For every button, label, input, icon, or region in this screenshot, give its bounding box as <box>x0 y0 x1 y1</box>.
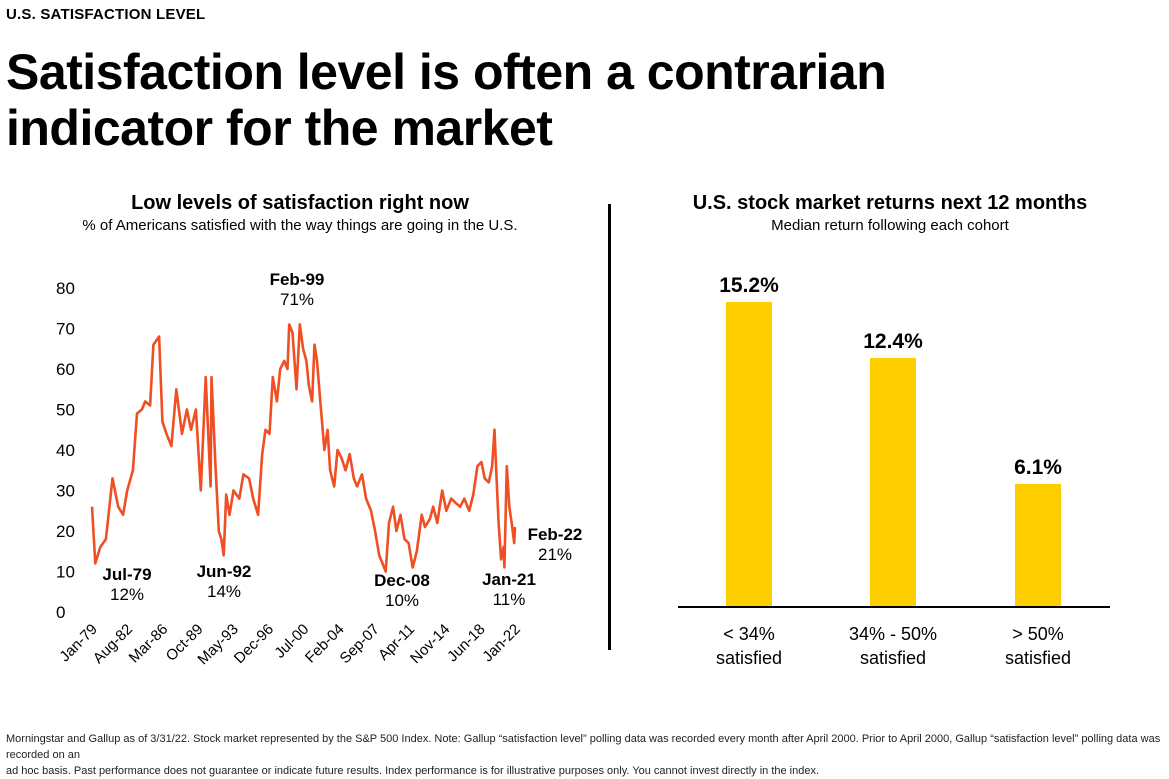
satisfaction-line <box>90 323 517 573</box>
panel-divider <box>608 204 611 650</box>
line-chart-subtitle: % of Americans satisfied with the way th… <box>82 217 518 234</box>
annotation-value: 10% <box>385 591 419 610</box>
headline: Satisfaction level is often a contrarian… <box>6 44 887 156</box>
y-tick-label: 80 <box>56 279 75 298</box>
y-tick-label: 60 <box>56 360 75 379</box>
footnote: Morningstar and Gallup as of 3/31/22. St… <box>6 731 1166 779</box>
annotation-value: 12% <box>110 585 144 604</box>
bar-value-label: 12.4% <box>863 330 923 353</box>
bar-category-label: satisfied <box>1005 648 1071 668</box>
annotation-date: Feb-22 <box>528 525 583 544</box>
x-tick-label: Sep-07 <box>337 621 383 667</box>
y-tick-label: 70 <box>56 320 75 339</box>
bar <box>726 302 772 606</box>
annotation-date: Jun-92 <box>197 562 252 581</box>
bar-chart-subtitle: Median return following each cohort <box>771 217 1009 234</box>
x-tick-label: Mar-86 <box>126 621 172 667</box>
annotation-date: Jan-21 <box>482 570 536 589</box>
bar-category-label: satisfied <box>716 648 782 668</box>
bar-category-label: satisfied <box>860 648 926 668</box>
x-tick-label: Jan-22 <box>479 621 523 665</box>
annotation-value: 71% <box>280 290 314 309</box>
annotation-date: Dec-08 <box>374 571 430 590</box>
annotation-value: 21% <box>538 545 572 564</box>
bar-chart-title: U.S. stock market returns next 12 months <box>692 192 1088 214</box>
line-chart-title: Low levels of satisfaction right now <box>131 192 469 214</box>
bar-category-label: 34% - 50% <box>849 624 937 644</box>
bar-value-label: 6.1% <box>1014 456 1062 479</box>
x-tick-label: Nov-14 <box>407 621 453 667</box>
annotation-value: 14% <box>207 582 241 601</box>
footnote-line-2: ad hoc basis. Past performance does not … <box>6 765 820 777</box>
y-tick-label: 20 <box>56 522 75 541</box>
annotation-date: Feb-99 <box>270 270 325 289</box>
annotation-date: Jul-79 <box>102 565 151 584</box>
x-tick-label: Dec-96 <box>231 621 277 667</box>
annotation-value: 11% <box>493 590 526 609</box>
bar-category-label: > 50% <box>1012 624 1064 644</box>
y-tick-label: 30 <box>56 482 75 501</box>
y-tick-label: 40 <box>56 441 75 460</box>
bar <box>1015 484 1061 606</box>
eyebrow-label: U.S. SATISFACTION LEVEL <box>6 6 206 23</box>
y-tick-label: 10 <box>56 563 75 582</box>
bar-value-label: 15.2% <box>719 274 779 297</box>
y-tick-label: 50 <box>56 401 75 420</box>
x-tick-label: Aug-82 <box>90 621 136 667</box>
bar-category-label: < 34% <box>723 624 775 644</box>
footnote-line-1: Morningstar and Gallup as of 3/31/22. St… <box>6 733 1161 761</box>
x-tick-label: Jun-18 <box>444 621 488 665</box>
y-tick-label: 0 <box>56 603 65 622</box>
bar <box>870 358 916 606</box>
